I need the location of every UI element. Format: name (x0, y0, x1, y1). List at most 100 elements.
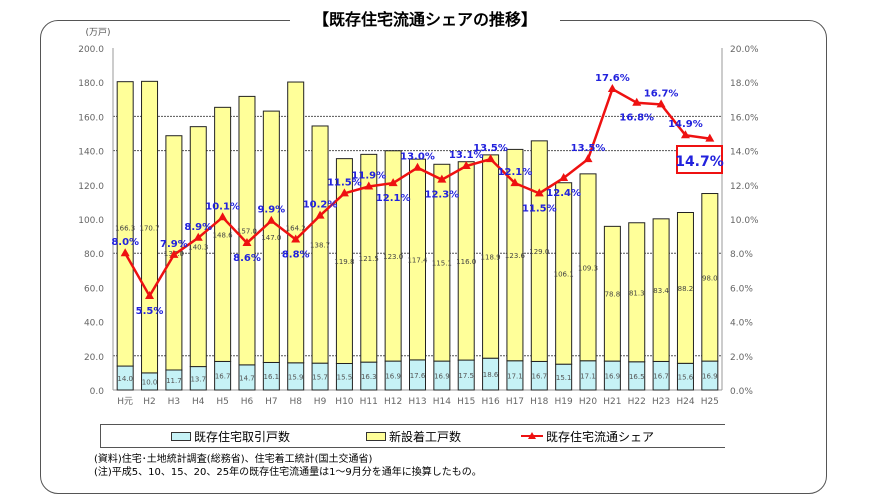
bar-new-label: 78.8 (605, 291, 621, 299)
share-label: 16.7% (644, 88, 679, 99)
x-tick-label: H8 (289, 397, 302, 407)
bar-existing-label: 14.0 (117, 375, 133, 383)
bar-new-label: 121.5 (359, 255, 379, 263)
bar-existing-label: 15.7 (312, 374, 328, 382)
bar-existing-label: 16.5 (629, 373, 645, 381)
bar-new-label: 147.0 (261, 234, 281, 242)
bar-new (652, 218, 670, 362)
share-marker (559, 172, 569, 181)
bar-new-label: 157.0 (237, 228, 257, 236)
share-marker (145, 290, 155, 299)
y-tick-label: 80.0 (84, 250, 104, 260)
x-tick-label: H15 (457, 397, 475, 407)
share-marker (461, 160, 471, 169)
legend-item-new: 新設着工戸数 (366, 428, 461, 445)
y-tick-label: 60.0 (84, 284, 104, 294)
x-tick-label: H5 (216, 397, 229, 407)
x-tick-label: H13 (408, 397, 426, 407)
bar-new-label: 83.4 (653, 287, 669, 295)
share-marker (486, 154, 496, 163)
x-tick-label: H19 (555, 397, 573, 407)
y2-tick-label: 10.0% (730, 216, 759, 226)
highlight-box (676, 145, 723, 174)
legend-label-existing: 既存住宅取引戸数 (194, 429, 291, 444)
share-marker (242, 237, 252, 246)
share-label: 8.6% (233, 253, 261, 264)
bar-existing-label: 16.9 (434, 373, 450, 381)
legend-swatch-existing (171, 431, 191, 441)
bar-new (262, 110, 280, 363)
x-tick-label: H23 (652, 397, 670, 407)
bar-new-label: 106.1 (554, 270, 574, 278)
bar-new-label: 116.0 (456, 258, 476, 266)
share-label: 13.5% (571, 143, 606, 154)
share-label: 17.6% (595, 73, 630, 84)
x-tick-label: H16 (481, 397, 499, 407)
y2-tick-label: 8.0% (730, 250, 753, 260)
x-tick-label: H元 (117, 397, 133, 407)
bar-new-label: 164.2 (286, 225, 306, 233)
bar-existing-label: 18.6 (483, 371, 499, 379)
bar-existing-label: 16.7 (653, 373, 669, 381)
share-label: 12.3% (425, 190, 460, 201)
legend-swatch-new (366, 431, 386, 441)
share-label: 13.5% (473, 143, 508, 154)
x-tick-label: H11 (360, 397, 378, 407)
bar-existing-label: 11.7 (166, 377, 182, 385)
share-marker (534, 188, 544, 197)
y2-tick-label: 4.0% (730, 319, 753, 329)
bar-existing-label: 14.7 (239, 374, 255, 382)
bar-new-label: 123.0 (383, 253, 403, 261)
x-tick-label: H25 (701, 397, 719, 407)
share-label: 7.9% (160, 239, 188, 250)
share-marker (193, 232, 203, 241)
bar-new (116, 81, 134, 367)
share-marker (315, 210, 325, 219)
share-marker (266, 215, 276, 224)
bar-new (214, 106, 232, 362)
bar-existing-label: 17.6 (410, 372, 426, 380)
share-marker (705, 133, 715, 142)
share-label: 14.9% (668, 119, 703, 130)
legend: 既存住宅取引戸数 新設着工戸数 既存住宅流通シェア (100, 424, 725, 448)
share-marker (169, 249, 179, 258)
bar-new-label: 115.1 (432, 260, 452, 268)
share-label: 11.5% (327, 177, 362, 188)
bar-new (238, 95, 256, 366)
bar-new (335, 158, 353, 364)
y-tick-label: 180.0 (78, 79, 104, 89)
share-label: 12.1% (498, 167, 533, 178)
share-marker (680, 130, 690, 139)
y2-tick-label: 18.0% (730, 79, 759, 89)
bar-new-label: 109.3 (578, 264, 598, 272)
bar-existing-label: 13.7 (190, 375, 206, 383)
bar-new (141, 80, 159, 374)
share-marker (656, 99, 666, 108)
bar-new (311, 125, 329, 364)
legend-label-new: 新設着工戸数 (389, 429, 462, 444)
bar-existing-label: 15.9 (288, 373, 304, 381)
bar-new-label: 123.6 (505, 252, 526, 260)
bar-new-label: 140.3 (188, 244, 208, 252)
x-tick-label: H4 (192, 397, 205, 407)
chart-title: 【既存住宅流通シェアの推移】 (290, 6, 560, 30)
share-marker (632, 97, 642, 106)
x-tick-label: H6 (241, 397, 254, 407)
share-marker (583, 154, 593, 163)
share-label: 11.5% (522, 203, 557, 214)
share-marker (388, 178, 398, 187)
bar-new-label: 148.6 (213, 231, 234, 239)
share-label: 8.9% (184, 222, 212, 233)
bar-new (628, 222, 646, 363)
x-tick-label: H17 (506, 397, 524, 407)
share-marker (218, 212, 228, 221)
bar-new (555, 182, 573, 365)
y2-tick-label: 16.0% (730, 113, 759, 123)
bar-existing-label: 16.9 (385, 373, 401, 381)
x-tick-label: H22 (628, 397, 646, 407)
bar-new-label: 81.3 (629, 289, 645, 297)
share-label: 13.1% (449, 150, 484, 161)
share-marker (120, 248, 130, 257)
x-tick-label: H24 (676, 397, 694, 407)
y-tick-label: 200.0 (78, 45, 104, 55)
